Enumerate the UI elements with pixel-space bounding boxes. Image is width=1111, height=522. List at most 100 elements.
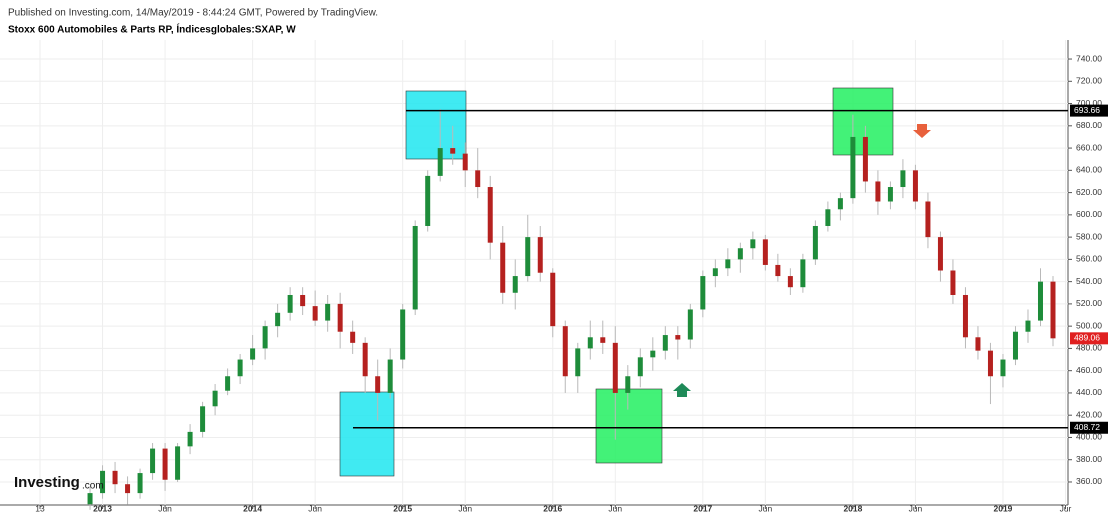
- y-tick-label: 440.00: [1076, 387, 1102, 397]
- level-label: 408.72: [1074, 422, 1100, 432]
- x-tick-label: Jun: [909, 503, 923, 513]
- y-tick-label: 620.00: [1076, 187, 1102, 197]
- candle-body: [287, 294, 293, 313]
- candle-body: [837, 198, 843, 210]
- y-tick-label: 580.00: [1076, 231, 1102, 241]
- y-tick-label: 560.00: [1076, 254, 1102, 264]
- level-label: 693.66: [1074, 105, 1100, 115]
- y-tick-label: 540.00: [1076, 276, 1102, 286]
- candle-body: [87, 493, 93, 505]
- last-price-label: 489.06: [1074, 333, 1100, 343]
- candle-body: [762, 239, 768, 265]
- candle-body: [537, 237, 543, 273]
- x-tick-label: Jun: [758, 503, 772, 513]
- x-tick-label: Jun: [608, 503, 622, 513]
- y-tick-label: 740.00: [1076, 53, 1102, 63]
- candle-body: [875, 181, 881, 202]
- candle-body: [150, 448, 156, 474]
- candle-body: [900, 170, 906, 188]
- candle-body: [912, 170, 918, 202]
- candle-body: [750, 239, 756, 249]
- candle-body: [462, 153, 468, 171]
- candle-body: [787, 276, 793, 288]
- candle-body: [550, 272, 556, 327]
- candle-body: [937, 237, 943, 271]
- candle-body: [512, 276, 518, 293]
- candle-body: [487, 187, 493, 243]
- candle-body: [175, 446, 181, 480]
- candle-body: [1037, 281, 1043, 321]
- candle-body: [587, 337, 593, 349]
- candle-body: [650, 350, 656, 358]
- candle-body: [825, 209, 831, 226]
- x-tick-label: 2016: [543, 503, 562, 513]
- candle-body: [312, 306, 318, 321]
- y-tick-label: 700.00: [1076, 98, 1102, 108]
- highlight-box: [595, 388, 663, 464]
- x-tick-label: 2019: [994, 503, 1013, 513]
- y-tick-label: 360.00: [1076, 476, 1102, 486]
- candle-body: [675, 335, 681, 340]
- candle-body: [450, 148, 456, 154]
- candle-body: [200, 406, 206, 432]
- candle-body: [1025, 320, 1031, 332]
- candle-body: [987, 350, 993, 377]
- x-tick-label: 2018: [843, 503, 862, 513]
- candle-body: [775, 264, 781, 277]
- candle-body: [712, 268, 718, 277]
- candle-body: [100, 470, 106, 494]
- y-tick-label: 420.00: [1076, 409, 1102, 419]
- candle-body: [962, 294, 968, 338]
- candle-body: [350, 331, 356, 343]
- x-tick-label: Jun: [158, 503, 172, 513]
- candle-body: [425, 175, 431, 226]
- candle-body: [362, 342, 368, 377]
- x-tick-label: 2014: [243, 503, 262, 513]
- candle-body: [600, 337, 606, 343]
- up-arrow: [673, 383, 691, 397]
- candle-body: [850, 136, 856, 199]
- candle-body: [500, 242, 506, 293]
- y-tick-label: 380.00: [1076, 454, 1102, 464]
- level-label-bg: [1070, 104, 1108, 117]
- candle-body: [275, 312, 281, 327]
- candle-body: [737, 248, 743, 260]
- candle-body: [1012, 331, 1018, 360]
- candle-body: [325, 303, 331, 321]
- y-tick-label: 480.00: [1076, 343, 1102, 353]
- candle-body: [237, 359, 243, 377]
- candle-body: [625, 376, 631, 393]
- x-tick-label: 2017: [693, 503, 712, 513]
- y-tick-label: 600.00: [1076, 209, 1102, 219]
- candle-body: [700, 276, 706, 310]
- candle-body: [262, 326, 268, 349]
- candle-body: [812, 225, 818, 260]
- candle-body: [725, 259, 731, 269]
- candle-body: [137, 473, 143, 494]
- candle-body: [112, 470, 118, 485]
- candle-body: [887, 187, 893, 202]
- last-price-bg: [1070, 332, 1108, 345]
- y-tick-label: 680.00: [1076, 120, 1102, 130]
- y-tick-label: 400.00: [1076, 432, 1102, 442]
- candle-body: [637, 357, 643, 377]
- candle-body: [800, 259, 806, 288]
- candle-body: [412, 225, 418, 310]
- y-tick-label: 500.00: [1076, 320, 1102, 330]
- candle-body: [862, 136, 868, 182]
- candle-body: [975, 337, 981, 351]
- highlight-box: [405, 90, 467, 160]
- x-tick-label: Jun: [308, 503, 322, 513]
- logo-suffix: .com: [82, 481, 104, 492]
- candle-body: [475, 170, 481, 188]
- logo-name: Investing: [14, 474, 80, 491]
- candle-body: [1000, 359, 1006, 377]
- candle-body: [562, 326, 568, 377]
- logo: Investing .com: [14, 474, 104, 492]
- candle-body: [575, 348, 581, 377]
- candle-body: [662, 335, 668, 351]
- candle-body: [250, 348, 256, 360]
- candle-body: [437, 148, 443, 176]
- candle-body: [375, 376, 381, 393]
